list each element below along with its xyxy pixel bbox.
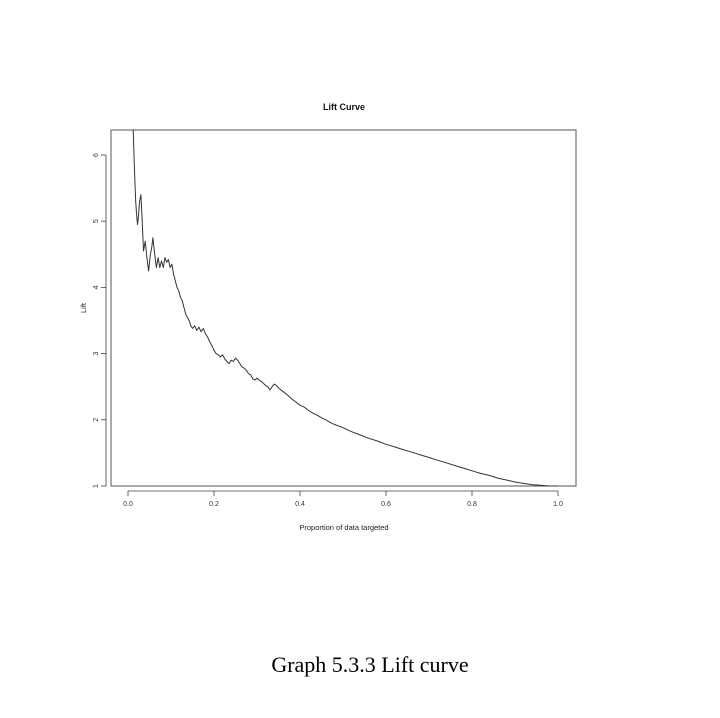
y-tick-label: 2 <box>93 418 100 422</box>
y-tick-label: 1 <box>93 484 100 488</box>
y-tick-label: 4 <box>93 285 100 289</box>
x-tick-label: 0.6 <box>381 501 391 508</box>
plot-frame <box>110 129 577 487</box>
x-tick-label: 0.0 <box>123 501 133 508</box>
y-tick-label: 6 <box>93 153 100 157</box>
lift-series-line <box>132 129 558 487</box>
y-axis-label: Lift <box>79 302 88 313</box>
series-layer <box>132 129 558 487</box>
x-axis: 0.0 0.2 0.4 0.6 0.8 1.0 <box>123 490 563 508</box>
y-tick-label: 3 <box>93 352 100 356</box>
x-axis-label: Proportion of data targeted <box>299 523 388 532</box>
figure-caption: Graph 5.3.3 Lift curve <box>271 652 469 677</box>
chart-title: Lift Curve <box>323 102 365 112</box>
x-tick-label: 0.2 <box>209 501 219 508</box>
x-tick-label: 0.8 <box>467 501 477 508</box>
x-tick-label: 0.4 <box>295 501 305 508</box>
y-tick-label: 5 <box>93 219 100 223</box>
y-axis: 1 2 3 4 5 6 <box>93 153 107 488</box>
x-tick-label: 1.0 <box>553 501 563 508</box>
